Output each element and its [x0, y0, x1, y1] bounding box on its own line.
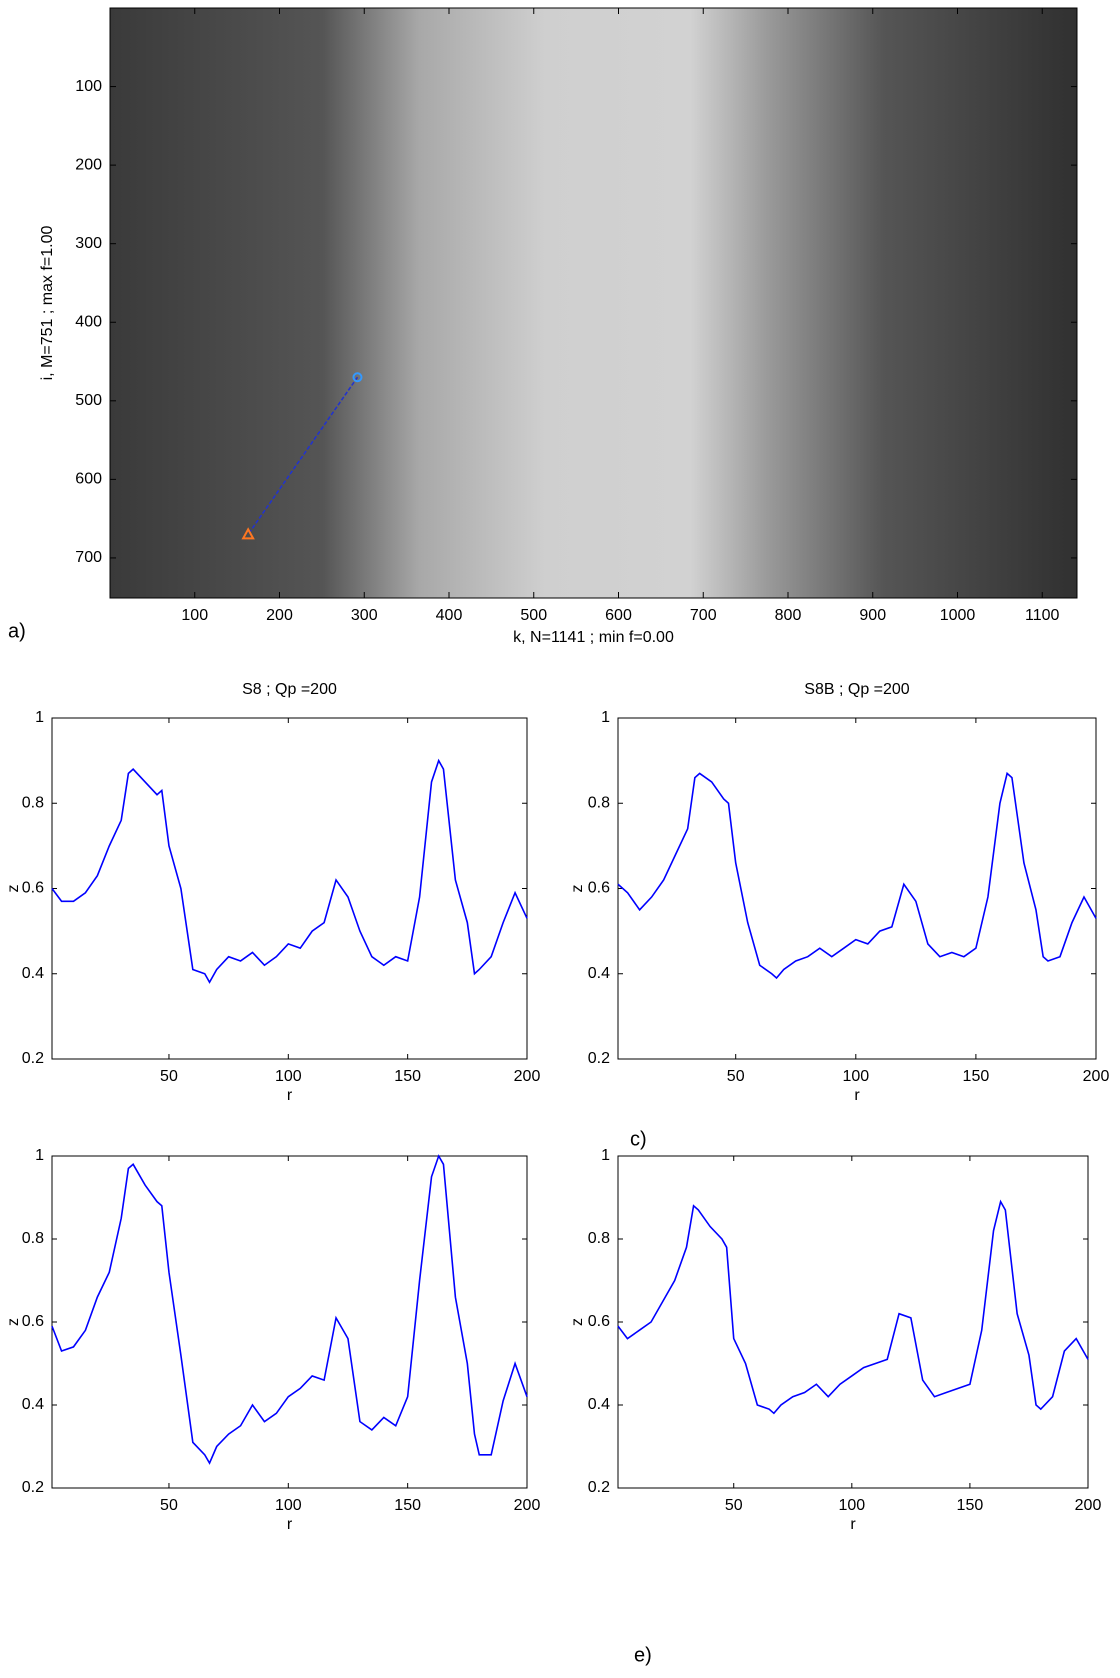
panel-label: c) — [630, 1128, 647, 1150]
chart-title: S8B ; Qp =200 — [804, 681, 910, 698]
panel-label: e) — [634, 1644, 652, 1666]
x-axis-label: r — [854, 1087, 860, 1104]
x-tick-label: 50 — [727, 1068, 745, 1085]
y-tick-label: 0.4 — [22, 965, 44, 982]
x-tick-label: 400 — [436, 607, 463, 624]
x-tick-label: 50 — [160, 1068, 178, 1085]
chart-title: S8 ; Qp =200 — [242, 681, 337, 698]
x-tick-label: 100 — [275, 1497, 302, 1514]
x-tick-label: 150 — [963, 1068, 990, 1085]
x-tick-label: 50 — [160, 1497, 178, 1514]
y-tick-label: 700 — [75, 549, 102, 566]
x-tick-label: 900 — [859, 607, 886, 624]
y-tick-label: 0.8 — [22, 794, 44, 811]
trace-end — [241, 527, 255, 540]
y-tick-label: 0.8 — [22, 1230, 44, 1247]
y-tick-label: 0.2 — [588, 1050, 610, 1067]
x-tick-label: 200 — [514, 1497, 541, 1514]
x-tick-label: 1000 — [940, 607, 976, 624]
x-tick-label: 200 — [514, 1068, 541, 1085]
x-tick-label: 100 — [181, 607, 208, 624]
data-line — [51, 1154, 528, 1465]
y-tick-label: 0.2 — [588, 1479, 610, 1496]
y-tick-label: 1 — [35, 1147, 44, 1164]
x-tick-label: 150 — [394, 1497, 421, 1514]
data-line — [617, 1199, 1089, 1415]
x-tick-label: 500 — [520, 607, 547, 624]
y-tick-label: 200 — [75, 156, 102, 173]
y-tick-label: 0.8 — [588, 1230, 610, 1247]
y-axis-label: z — [569, 1318, 586, 1326]
y-tick-label: 0.4 — [588, 1396, 610, 1413]
x-tick-label: 50 — [725, 1497, 743, 1514]
y-tick-label: 0.2 — [22, 1050, 44, 1067]
y-tick-label: 0.2 — [22, 1479, 44, 1496]
plot-frame — [617, 717, 1097, 1060]
data-line — [51, 758, 528, 984]
y-tick-label: 0.6 — [22, 880, 44, 897]
plot-frame — [109, 7, 1078, 599]
x-tick-label: 200 — [1075, 1497, 1102, 1514]
y-tick-label: 0.6 — [588, 1313, 610, 1330]
x-tick-label: 800 — [775, 607, 802, 624]
x-tick-label: 100 — [275, 1068, 302, 1085]
x-tick-label: 200 — [1083, 1068, 1110, 1085]
y-tick-label: 100 — [75, 78, 102, 95]
x-tick-label: 150 — [957, 1497, 984, 1514]
x-axis-label: r — [287, 1516, 293, 1533]
y-tick-label: 1 — [601, 1147, 610, 1164]
y-tick-label: 0.8 — [588, 794, 610, 811]
x-tick-label: 200 — [266, 607, 293, 624]
y-tick-label: 0.6 — [588, 880, 610, 897]
y-tick-label: 500 — [75, 392, 102, 409]
y-axis-label: z — [5, 1318, 22, 1326]
x-tick-label: 100 — [838, 1497, 865, 1514]
x-tick-label: 100 — [842, 1068, 869, 1085]
x-axis-label: r — [287, 1087, 293, 1104]
x-tick-label: 700 — [690, 607, 717, 624]
data-line — [617, 771, 1097, 980]
x-tick-label: 1100 — [1025, 607, 1060, 624]
trace-line — [247, 376, 359, 535]
y-tick-label: 0.4 — [588, 965, 610, 982]
y-tick-label: 0.4 — [22, 1396, 44, 1413]
x-axis-label: r — [850, 1516, 856, 1533]
x-tick-label: 300 — [351, 607, 378, 624]
y-tick-label: 0.6 — [22, 1313, 44, 1330]
plot-frame — [617, 1155, 1089, 1489]
y-axis-label: z — [5, 885, 22, 893]
y-tick-label: 600 — [75, 471, 102, 488]
y-tick-label: 1 — [35, 709, 44, 726]
y-axis-label: i, M=751 ; max f=1.00 — [39, 226, 56, 381]
panel-label: a) — [8, 620, 26, 642]
x-tick-label: 150 — [394, 1068, 421, 1085]
y-tick-label: 1 — [601, 709, 610, 726]
plot-frame — [51, 717, 528, 1060]
y-tick-label: 300 — [75, 235, 102, 252]
x-tick-label: 600 — [605, 607, 632, 624]
x-axis-label: k, N=1141 ; min f=0.00 — [513, 629, 674, 646]
xray-image — [110, 8, 1077, 598]
trace-start — [352, 372, 363, 383]
y-tick-label: 400 — [75, 313, 102, 330]
y-axis-label: z — [569, 885, 586, 893]
